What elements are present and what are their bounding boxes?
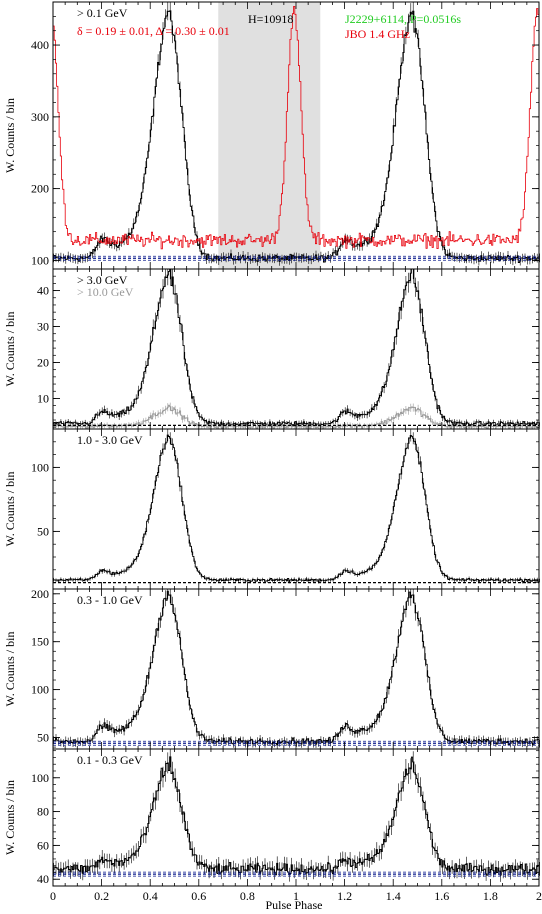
series-error-bars	[53, 749, 540, 882]
x-tick-label: 1	[293, 889, 299, 903]
energy-band-label: 0.3 - 1.0 GeV	[77, 593, 143, 607]
source-label: J2229+6114, P=0.0516s	[345, 12, 461, 26]
energy-band-label: > 3.0 GeV	[77, 273, 128, 287]
y-axis-label: W. Counts / bin	[3, 472, 17, 547]
y-tick-label: 40	[37, 872, 49, 886]
y-tick-label: 10	[37, 391, 49, 405]
x-tick-label: 1.6	[434, 889, 449, 903]
energy-band-label: > 0.1 GeV	[77, 6, 128, 20]
y-tick-label: 100	[31, 683, 49, 697]
y-tick-label: 150	[31, 635, 49, 649]
x-axis-label: Pulse Phase	[266, 898, 323, 912]
y-axis-label: W. Counts / bin	[3, 780, 17, 855]
gamma-profile-line	[53, 756, 540, 876]
y-tick-label: 80	[37, 805, 49, 819]
y-tick-label: 40	[37, 284, 49, 298]
energy-band-label-secondary: > 10.0 GeV	[77, 285, 134, 299]
y-tick-label: 100	[31, 771, 49, 785]
h-test-label: H=10918	[248, 12, 293, 26]
x-tick-label: 0.2	[94, 889, 109, 903]
x-tick-label: 0.8	[240, 889, 255, 903]
y-tick-label: 20	[37, 355, 49, 369]
y-tick-label: 30	[37, 320, 49, 334]
x-tick-label: 1.2	[337, 889, 352, 903]
y-axis-label: W. Counts / bin	[3, 312, 17, 387]
y-tick-label: 50	[37, 731, 49, 745]
gamma-profile-line	[53, 434, 540, 583]
y-tick-label: 400	[31, 38, 49, 52]
gamma-profile-line	[53, 268, 540, 427]
x-tick-label: 0	[50, 889, 56, 903]
x-tick-label: 1.8	[483, 889, 498, 903]
chart-panel: 50 100 W. Counts / bin 1.0 - 3.0 GeV	[3, 428, 540, 590]
x-tick-label: 1.4	[386, 889, 401, 903]
energy-band-label: 0.1 - 0.3 GeV	[77, 753, 143, 767]
x-tick-label: 0.4	[143, 889, 158, 903]
x-tick-label: 0.6	[191, 889, 206, 903]
series-error-bars	[53, 429, 540, 584]
energy-band-label: 1.0 - 3.0 GeV	[77, 433, 143, 447]
radio-profile-line	[53, 6, 540, 250]
y-tick-label: 200	[31, 587, 49, 601]
y-tick-label: 300	[31, 110, 49, 124]
x-tick-label: 2	[536, 889, 542, 903]
chart-panel: 10 20 30 40 W. Counts / bin > 3.0 GeV> 10.0 G…	[3, 268, 540, 430]
y-tick-label: 100	[31, 253, 49, 267]
radio-observatory-label: JBO 1.4 GHz	[345, 27, 410, 41]
offpulse-region	[218, 2, 321, 269]
y-tick-label: 100	[31, 460, 49, 474]
y-axis-label: W. Counts / bin	[3, 98, 17, 173]
chart-panel: 50 100 150 200 W. Counts / bin 0.3 - 1.0 GeV	[3, 587, 540, 750]
gamma-profile-line	[53, 590, 540, 746]
profile-parameters-label: δ = 0.19 ± 0.01, Δ = 0.30 ± 0.01	[77, 24, 230, 38]
y-tick-label: 60	[37, 838, 49, 852]
chart-panel: 40 60 80 100 0 0.2 0.4 0.6 0.8 1 1.2 1.4 1.6 1.8 2 W. C…	[3, 748, 542, 903]
panel-frame	[52, 428, 540, 590]
y-axis-label: W. Counts / bin	[3, 632, 17, 707]
y-tick-label: 50	[37, 524, 49, 538]
panel-frame	[52, 748, 540, 887]
chart-panel: 100 200 300 400 W. Counts / bin > 0.1 GeV δ = …	[3, 1, 540, 270]
y-tick-label: 200	[31, 182, 49, 196]
